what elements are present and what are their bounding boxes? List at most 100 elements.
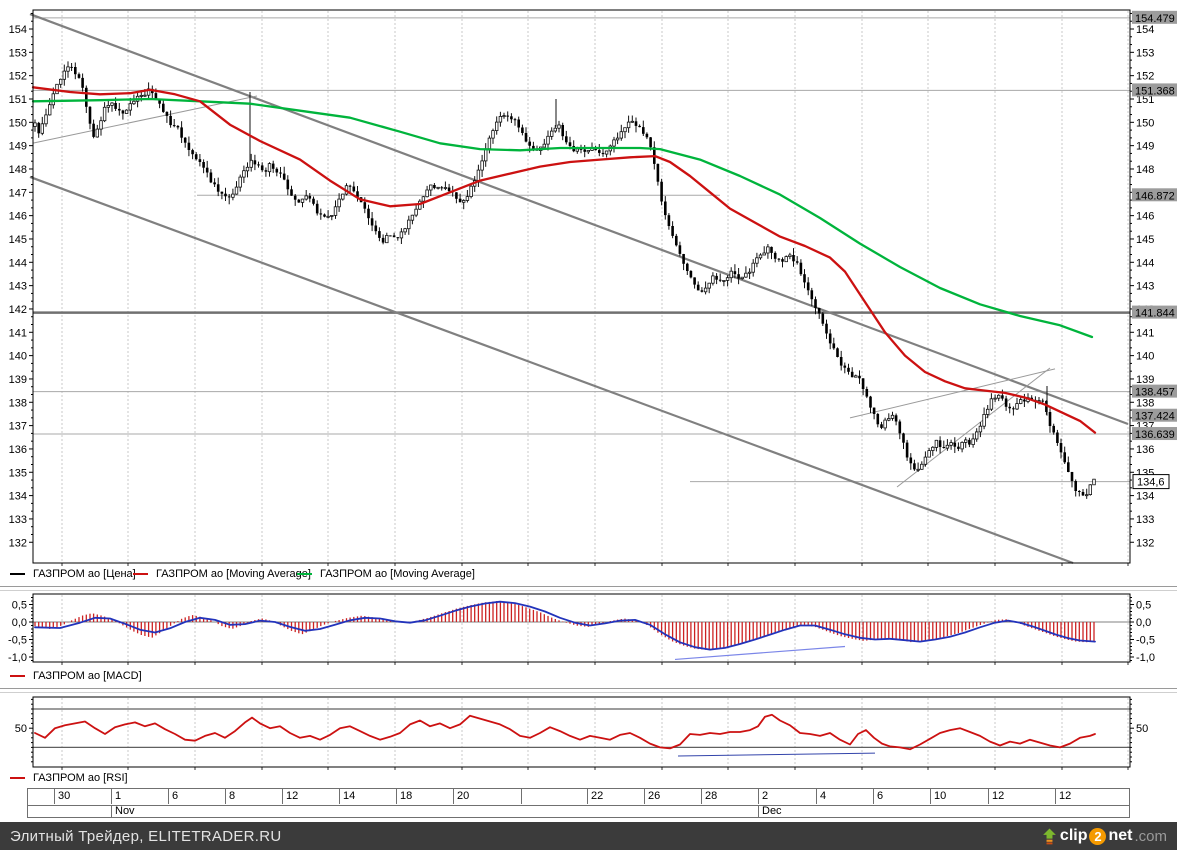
price-axis-label-left: 154	[9, 24, 27, 36]
date-cell: 12	[282, 789, 339, 804]
legend-item: ГАЗПРОМ ао [RSI]	[10, 772, 128, 784]
marked-level-text: 146.872	[1135, 190, 1175, 202]
marked-level-badge	[1132, 305, 1177, 319]
macd-axis-label-right: 0,0	[1136, 617, 1151, 629]
price-axis-label-left: 152	[9, 71, 27, 83]
legend-item: ГАЗПРОМ ао [MACD]	[10, 670, 142, 682]
date-cell: 6	[873, 789, 930, 804]
date-cell: 12	[1055, 789, 1131, 804]
price-axis-label-left: 132	[9, 537, 27, 549]
price-axis-label-right: 140	[1136, 351, 1154, 363]
date-cell: 30	[54, 789, 111, 804]
legend-color-dash	[10, 777, 25, 779]
price-axis-label-right: 136	[1136, 444, 1154, 456]
date-cell: 6	[168, 789, 225, 804]
macd-axis-label-right: 0,5	[1136, 600, 1151, 612]
rsi-axis-label-right: 50	[1136, 723, 1148, 735]
date-cell: 14	[339, 789, 396, 804]
date-cell: 26	[644, 789, 701, 804]
upload-arrow-icon	[1043, 828, 1056, 844]
rsi-trendline	[677, 752, 876, 757]
price-axis-label-right: 134	[1136, 491, 1154, 503]
channel-trendline	[29, 13, 1129, 426]
logo-badge-2: 2	[1089, 827, 1107, 845]
date-cell: 28	[701, 789, 758, 804]
marked-level-text: 137.424	[1135, 411, 1175, 423]
status-bar: Элитный Трейдер, ELITETRADER.RU clip 2 n…	[0, 822, 1177, 850]
price-axis-label-right: 146	[1136, 211, 1154, 223]
logo-text-net: net	[1108, 827, 1133, 844]
candles-layer	[33, 61, 1096, 499]
price-axis-label-right: 141	[1136, 327, 1154, 339]
legend-item: ГАЗПРОМ ао [Цена]	[10, 568, 136, 580]
panel-separator	[0, 586, 1177, 591]
price-axis-label-left: 147	[9, 187, 27, 199]
last-price-box	[1132, 474, 1170, 490]
marked-level-badge	[1132, 408, 1177, 422]
date-axis-months: Nov Dec	[28, 805, 1129, 818]
price-axis-label-right: 133	[1136, 514, 1154, 526]
logo-text-clip: clip	[1059, 827, 1088, 844]
price-axis-label-left: 133	[9, 514, 27, 526]
price-axis-label-right: 148	[1136, 164, 1154, 176]
date-cell	[521, 789, 587, 804]
price-axis-label-right: 143	[1136, 281, 1154, 293]
price-axis-label-left: 137	[9, 421, 27, 433]
price-axis-label-left: 138	[9, 397, 27, 409]
rsi-axis-label-left: 50	[15, 723, 27, 735]
legend-color-dash	[133, 573, 148, 575]
price-axis-label-right: 144	[1136, 257, 1154, 269]
date-cell: 20	[453, 789, 521, 804]
month-label: Dec	[758, 805, 822, 818]
clip2net-logo[interactable]: clip 2 net .com	[1041, 827, 1167, 845]
date-cell: 10	[930, 789, 988, 804]
channel-trendline	[29, 175, 1074, 565]
macd-histogram	[34, 601, 1095, 650]
chart-canvas: 154 154 153 153 152 152 151 151 150 150 149 149 148 1…	[8, 9, 1177, 770]
rsi-legend: ГАЗПРОМ ао [RSI]	[0, 769, 1177, 789]
legend-item: ГАЗПРОМ ао [Moving Average]	[133, 568, 311, 580]
legend-item: ГАЗПРОМ ао [Moving Average]	[297, 568, 475, 580]
price-axis-label-left: 143	[9, 281, 27, 293]
macd-axis-label-left: 0,5	[12, 600, 27, 612]
macd-panel-border	[32, 593, 1131, 663]
date-cell: 12	[988, 789, 1055, 804]
watermark-text: Элитный Трейдер, ELITETRADER.RU	[10, 827, 282, 845]
date-cell: 2	[758, 789, 816, 804]
legend-color-dash	[10, 573, 25, 575]
price-axis-label-left: 139	[9, 374, 27, 386]
price-axis-label-right: 154	[1136, 24, 1154, 36]
price-axis-label-right: 152	[1136, 71, 1154, 83]
marked-level-badge	[1132, 10, 1177, 24]
price-axis-label-left: 149	[9, 141, 27, 153]
price-axis-label-left: 151	[9, 94, 27, 106]
drawn-trendline	[849, 368, 1056, 419]
macd-axis-label-left: -0,5	[8, 635, 27, 647]
price-axis-label-left: 145	[9, 234, 27, 246]
ma-fast-line	[31, 86, 1097, 434]
rsi-line	[34, 713, 1096, 751]
price-axis-label-right: 150	[1136, 117, 1154, 129]
price-axis-label-left: 135	[9, 467, 27, 479]
price-axis-label-left: 146	[9, 211, 27, 223]
legend-label: ГАЗПРОМ ао [Moving Average]	[320, 568, 475, 580]
date-cell: 22	[587, 789, 644, 804]
date-axis-days: 30 1 6 8 12 14 18 20 22 26 28 2 4 6 10 12 12	[28, 789, 1129, 806]
ma-slow-line	[31, 97, 1094, 339]
macd-axis-label-right: -0,5	[1136, 635, 1155, 647]
panel-separator	[0, 688, 1177, 693]
drawn-trendline	[32, 95, 258, 144]
rsi-panel-border	[32, 696, 1131, 768]
marked-level-badge	[1132, 83, 1177, 97]
price-axis-label-right: 139	[1136, 374, 1154, 386]
date-cell: 18	[396, 789, 453, 804]
marked-level-badge	[1132, 427, 1177, 441]
drawn-trendline	[896, 367, 1051, 488]
date-cell: 1	[111, 789, 168, 804]
legend-label: ГАЗПРОМ ао [Moving Average]	[156, 568, 311, 580]
price-axis-label-left: 136	[9, 444, 27, 456]
price-axis-label-left: 141	[9, 327, 27, 339]
legend-color-dash	[10, 675, 25, 677]
legend-label: ГАЗПРОМ ао [Цена]	[33, 568, 136, 580]
price-legend: ГАЗПРОМ ао [Цена] ГАЗПРОМ ао [Moving Aver…	[0, 565, 1177, 585]
